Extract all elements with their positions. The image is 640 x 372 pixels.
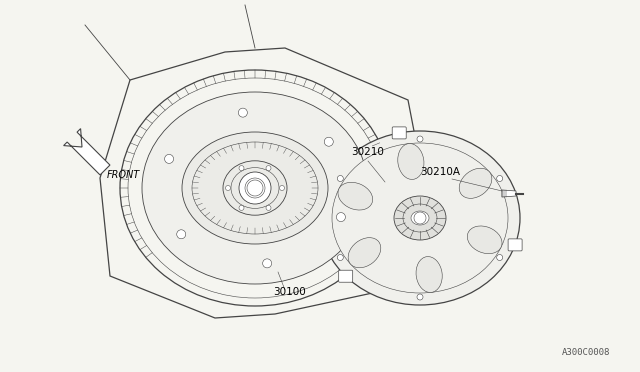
Circle shape: [239, 166, 244, 171]
Ellipse shape: [416, 257, 442, 292]
Circle shape: [262, 259, 271, 268]
FancyBboxPatch shape: [339, 270, 353, 282]
Circle shape: [324, 137, 333, 146]
Ellipse shape: [460, 168, 492, 198]
FancyBboxPatch shape: [392, 127, 406, 139]
Text: FRONT: FRONT: [107, 170, 140, 180]
Circle shape: [247, 180, 263, 196]
Circle shape: [497, 176, 502, 182]
Ellipse shape: [332, 143, 508, 293]
Circle shape: [337, 212, 346, 222]
Ellipse shape: [394, 196, 446, 240]
Text: 30210A: 30210A: [420, 167, 460, 177]
Polygon shape: [63, 129, 110, 175]
Circle shape: [238, 108, 248, 117]
Ellipse shape: [338, 182, 372, 210]
Circle shape: [337, 176, 343, 182]
Text: 30100: 30100: [274, 287, 307, 297]
Circle shape: [164, 154, 173, 163]
Circle shape: [225, 186, 230, 190]
Circle shape: [280, 186, 285, 190]
Circle shape: [417, 294, 423, 300]
FancyBboxPatch shape: [508, 239, 522, 251]
Ellipse shape: [128, 78, 382, 298]
Circle shape: [177, 230, 186, 239]
Ellipse shape: [182, 132, 328, 244]
Ellipse shape: [398, 144, 424, 179]
Ellipse shape: [220, 174, 246, 192]
Ellipse shape: [320, 131, 520, 305]
Circle shape: [239, 172, 271, 204]
Polygon shape: [502, 190, 516, 197]
Circle shape: [239, 205, 244, 211]
Text: 30210: 30210: [351, 147, 385, 157]
Circle shape: [497, 254, 502, 260]
Ellipse shape: [120, 70, 390, 306]
Ellipse shape: [467, 226, 502, 254]
Ellipse shape: [411, 211, 429, 225]
Polygon shape: [100, 48, 425, 318]
Ellipse shape: [142, 92, 368, 284]
Circle shape: [337, 254, 343, 260]
Circle shape: [414, 212, 426, 224]
Ellipse shape: [348, 238, 381, 268]
Text: A300C0008: A300C0008: [562, 348, 610, 357]
Circle shape: [266, 166, 271, 171]
Circle shape: [417, 136, 423, 142]
Circle shape: [266, 205, 271, 211]
